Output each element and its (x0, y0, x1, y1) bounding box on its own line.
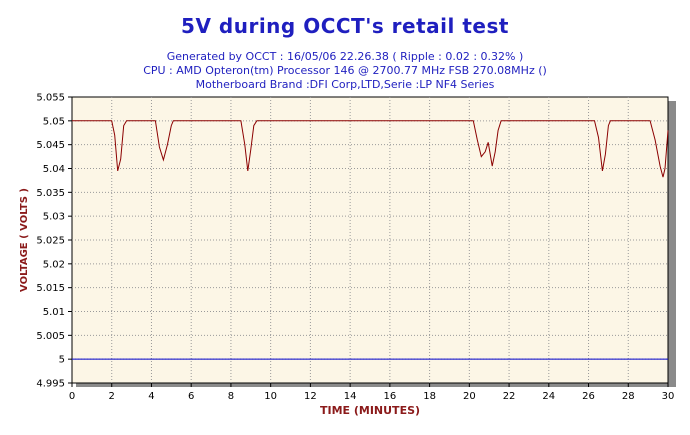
y-tick-label: 5.03 (43, 212, 65, 223)
y-tick-labels: 4.995 5 5.005 5.01 5.015 5.02 5.025 5.03 5.035 5.… (36, 93, 65, 390)
x-tick-label: 14 (344, 391, 357, 402)
x-tick-label: 18 (423, 391, 436, 402)
y-tick-label: 5.01 (43, 307, 65, 318)
x-tick-label: 2 (109, 391, 115, 402)
x-tick-label: 20 (463, 391, 476, 402)
series-line-5v (72, 120, 669, 178)
y-tick-label: 5.005 (36, 331, 65, 342)
info-line-motherboard: Motherboard Brand :DFI Corp,LTD,Serie :L… (195, 78, 495, 91)
x-tick-label: 6 (188, 391, 194, 402)
x-tick-label: 0 (69, 391, 75, 402)
x-tick-label: 30 (662, 391, 675, 402)
y-tick-label: 5 (59, 355, 65, 366)
x-tick-label: 10 (264, 391, 277, 402)
x-tick-label: 24 (542, 391, 555, 402)
y-tick-label: 5.05 (43, 116, 65, 127)
y-tick-label: 5.035 (36, 188, 65, 199)
y-tick-label: 5.055 (36, 93, 65, 104)
x-tick-label: 26 (582, 391, 595, 402)
y-axis-label: VOLTAGE ( VOLTS ) (19, 188, 30, 292)
y-tick-label: 5.045 (36, 140, 65, 151)
x-tick-label: 4 (148, 391, 154, 402)
chart-info: Generated by OCCT : 16/05/06 22.26.38 ( … (0, 50, 690, 92)
y-tick-label: 5.02 (43, 259, 65, 270)
x-tick-label: 28 (622, 391, 635, 402)
info-line-generated: Generated by OCCT : 16/05/06 22.26.38 ( … (166, 50, 524, 63)
info-line-cpu: CPU : AMD Opteron(tm) Processor 146 @ 27… (143, 64, 547, 77)
y-tick-label: 5.025 (36, 236, 65, 247)
x-tick-labels: 0 2 4 6 8 10 12 14 16 18 20 22 24 26 28 30 (69, 391, 675, 402)
x-tick-label: 22 (503, 391, 516, 402)
y-tick-label: 5.04 (43, 164, 65, 175)
y-tick-label: 5.015 (36, 283, 65, 294)
x-tick-label: 12 (304, 391, 317, 402)
x-tick-label: 16 (383, 391, 396, 402)
chart-title: 5V during OCCT's retail test (181, 14, 509, 38)
y-tick-label: 4.995 (36, 379, 65, 390)
x-axis-label: TIME (MINUTES) (320, 404, 420, 417)
x-tick-label: 8 (228, 391, 234, 402)
